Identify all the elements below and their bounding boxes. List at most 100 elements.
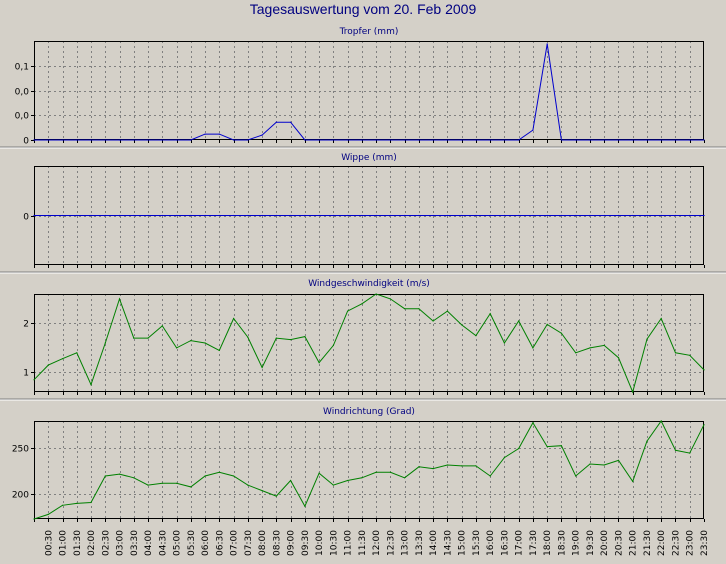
series-line — [34, 43, 704, 141]
data-point — [261, 214, 263, 217]
y-tick-label: 0,0 — [15, 88, 30, 98]
y-tick-label: 200 — [12, 491, 29, 501]
data-point — [646, 440, 648, 442]
data-point — [176, 482, 178, 484]
data-point — [546, 323, 548, 325]
data-point — [290, 214, 292, 217]
data-point — [247, 139, 249, 141]
data-point — [33, 379, 35, 381]
data-point — [133, 139, 135, 141]
data-point — [247, 336, 249, 338]
data-point — [503, 214, 505, 217]
series-line — [33, 293, 705, 394]
x-tick-label: 01:00 — [59, 530, 69, 556]
x-tick-label: 21:30 — [643, 530, 653, 556]
x-tick-label: 02:00 — [87, 530, 97, 556]
x-tick-label: 03:00 — [116, 530, 126, 556]
data-point — [461, 324, 463, 326]
data-point — [261, 366, 263, 369]
data-point — [589, 214, 591, 217]
data-point — [176, 214, 178, 217]
data-point — [446, 214, 448, 217]
data-point — [689, 452, 691, 454]
data-point — [703, 369, 705, 371]
chart-panel-3: Windgeschwindigkeit (m/s) 1 2 — [23, 279, 705, 395]
data-point — [304, 139, 306, 141]
data-point — [432, 468, 434, 470]
data-point — [617, 214, 620, 217]
data-point — [546, 214, 548, 217]
x-tick-label: 12:00 — [372, 530, 382, 556]
data-point — [603, 464, 605, 466]
data-point — [361, 477, 363, 479]
data-point — [660, 214, 662, 217]
data-point — [432, 320, 434, 322]
data-point — [90, 384, 92, 386]
data-point — [76, 214, 78, 217]
data-point — [47, 364, 49, 366]
data-point — [589, 463, 591, 465]
data-point — [418, 308, 420, 310]
data-point — [518, 447, 520, 450]
data-point — [689, 214, 691, 217]
data-point — [76, 502, 78, 504]
data-point — [190, 340, 192, 342]
data-point — [475, 465, 477, 467]
data-point — [204, 342, 206, 344]
data-point — [674, 352, 677, 354]
data-point — [418, 466, 420, 468]
data-point — [575, 352, 577, 354]
data-point — [332, 214, 334, 217]
y-tick-label: 1 — [23, 369, 29, 379]
data-point — [674, 214, 677, 217]
data-point — [674, 449, 677, 451]
data-point — [247, 214, 249, 217]
data-point — [503, 139, 505, 141]
y-tick-label: 2 — [23, 320, 29, 330]
x-tick-label: 13:30 — [415, 530, 425, 556]
data-point — [332, 139, 334, 141]
x-tick-label: 02:30 — [101, 530, 111, 556]
data-point — [361, 139, 363, 141]
data-point — [47, 513, 49, 516]
data-point — [489, 214, 491, 217]
data-point — [47, 139, 49, 141]
data-point — [446, 139, 448, 141]
x-tick-label: 16:30 — [500, 530, 510, 556]
data-point — [318, 362, 320, 364]
data-point — [389, 471, 391, 473]
data-point — [318, 214, 320, 217]
data-point — [204, 133, 206, 135]
data-point — [261, 134, 263, 136]
data-point — [617, 357, 620, 359]
data-point — [489, 313, 491, 315]
x-tick-label: 12:30 — [386, 530, 396, 556]
data-point — [432, 214, 434, 217]
plot-area — [34, 294, 704, 392]
data-point — [389, 298, 391, 300]
data-point — [275, 495, 277, 497]
data-point — [404, 214, 406, 217]
plot-area — [34, 41, 704, 140]
data-point — [546, 446, 548, 448]
plot-frame — [34, 421, 704, 519]
data-point — [489, 475, 491, 477]
data-point — [361, 214, 363, 217]
data-point — [275, 121, 277, 123]
data-point — [560, 139, 563, 141]
data-point — [61, 214, 64, 217]
x-tick-label: 06:00 — [201, 530, 211, 556]
data-point — [546, 43, 548, 45]
data-point — [503, 342, 505, 344]
data-point — [575, 139, 577, 141]
x-tick-label: 23:00 — [686, 530, 696, 556]
data-point — [290, 121, 292, 123]
data-point — [646, 214, 648, 217]
data-point — [589, 139, 591, 141]
data-point — [603, 139, 605, 141]
x-tick-label: 17:30 — [529, 530, 539, 556]
data-point — [104, 139, 106, 141]
chart-title: Windrichtung (Grad) — [323, 407, 415, 417]
data-point — [689, 139, 691, 141]
